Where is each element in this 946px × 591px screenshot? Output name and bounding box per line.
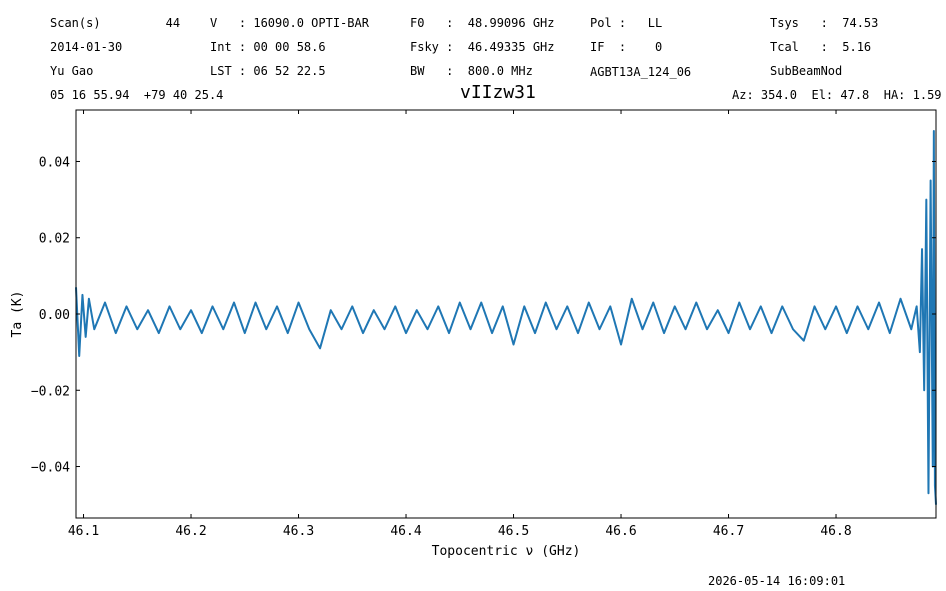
- x-tick-label: 46.6: [605, 524, 636, 539]
- header-velocity: V : 16090.0 OPTI-BAR: [210, 16, 369, 30]
- x-axis-ticks: 46.1 46.2 46.3 46.4 46.5 46.6 46.7 46.8: [68, 110, 852, 539]
- y-tick-label: −0.02: [31, 384, 70, 399]
- x-tick-label: 46.1: [68, 524, 99, 539]
- x-tick-label: 46.8: [820, 524, 851, 539]
- header-int: Int : 00 00 58.6: [210, 40, 326, 54]
- header-tsys: Tsys : 74.53: [770, 16, 879, 30]
- x-tick-label: 46.5: [498, 524, 529, 539]
- y-tick-label: 0.04: [39, 155, 70, 170]
- x-tick-label: 46.3: [283, 524, 314, 539]
- header-azel: Az: 354.0 El: 47.8 HA: 1.59: [732, 88, 942, 102]
- header-bw: BW : 800.0 MHz: [410, 64, 533, 78]
- x-tick-label: 46.7: [713, 524, 744, 539]
- x-axis-label: Topocentric ν (GHz): [432, 544, 581, 559]
- y-tick-label: −0.04: [31, 461, 70, 476]
- header-tcal: Tcal : 5.16: [770, 40, 872, 54]
- x-tick-label: 46.2: [175, 524, 206, 539]
- header-fsky: Fsky : 46.49335 GHz: [410, 40, 555, 54]
- y-tick-label: 0.00: [39, 308, 70, 323]
- chart-title: vIIzw31: [460, 82, 536, 103]
- timestamp: 2026-05-14 16:09:01: [708, 574, 846, 588]
- header-procedure: SubBeamNod: [770, 64, 843, 78]
- header-if: IF : 0: [590, 40, 663, 54]
- header-pol: Pol : LL: [590, 16, 663, 30]
- series-layer: [75, 129, 937, 505]
- header-observer: Yu Gao: [50, 64, 94, 78]
- y-axis-label: Ta (K): [10, 291, 25, 338]
- y-tick-label: 0.02: [39, 232, 70, 247]
- header-lst: LST : 06 52 22.5: [210, 64, 326, 78]
- header-date: 2014-01-30: [50, 40, 123, 54]
- header-coords: 05 16 55.94 +79 40 25.4: [50, 88, 224, 102]
- header-project: AGBT13A_124_06: [590, 65, 692, 79]
- x-tick-label: 46.4: [390, 524, 421, 539]
- y-axis-ticks: 0.04 0.02 0.00 −0.02 −0.04: [31, 155, 936, 476]
- plot-frame: [75, 109, 937, 519]
- header-f0: F0 : 48.99096 GHz: [410, 16, 555, 30]
- header-scan: Scan(s) 44: [50, 16, 181, 30]
- series-line-0: [75, 129, 937, 505]
